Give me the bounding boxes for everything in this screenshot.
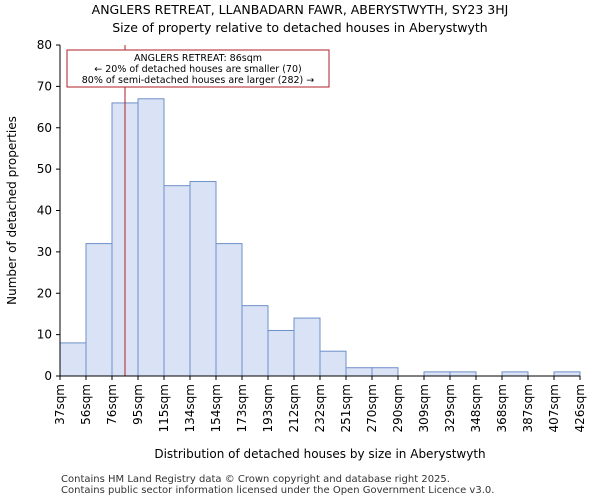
- x-tick-label-387sqm: 387sqm: [521, 384, 535, 432]
- bar-407sqm: [553, 371, 581, 377]
- y-tick-label-20: 20: [37, 286, 52, 300]
- bar-368sqm: [501, 371, 529, 377]
- x-tick-label-407sqm: 407sqm: [547, 384, 561, 432]
- bar-173sqm: [241, 305, 269, 377]
- x-tick-label-56sqm: 56sqm: [79, 384, 93, 425]
- x-tick-label-134sqm: 134sqm: [183, 384, 197, 432]
- x-tick-label-193sqm: 193sqm: [261, 384, 275, 432]
- chart-subtitle: Size of property relative to detached ho…: [112, 20, 488, 35]
- y-tick-label-30: 30: [37, 245, 52, 259]
- axes-layer: 0 10 20 30 40 50 60 70 80 37sqm 56sqm 76sqm 95sqm 115…: [37, 38, 587, 432]
- bar-251sqm: [345, 367, 373, 377]
- footer-line-2: Contains public sector information licen…: [61, 485, 495, 496]
- bar-154sqm: [215, 243, 243, 377]
- x-tick-label-154sqm: 154sqm: [209, 384, 223, 432]
- bar-329sqm: [449, 371, 477, 377]
- bar-212sqm: [293, 317, 321, 377]
- x-tick-label-426sqm: 426sqm: [573, 384, 587, 432]
- x-tick-label-173sqm: 173sqm: [235, 384, 249, 432]
- annotation-line-3: 80% of semi-detached houses are larger (…: [82, 75, 315, 86]
- footer-line-1: Contains HM Land Registry data © Crown c…: [61, 474, 450, 485]
- bar-56sqm: [85, 243, 113, 377]
- x-tick-label-270sqm: 270sqm: [365, 384, 379, 432]
- x-tick-label-290sqm: 290sqm: [391, 384, 405, 432]
- y-tick-label-80: 80: [37, 38, 52, 52]
- bar-115sqm: [163, 185, 191, 377]
- bar-193sqm: [267, 329, 295, 377]
- chart-title: ANGLERS RETREAT, LLANBADARN FAWR, ABERYS…: [91, 2, 509, 17]
- y-axis-label: Number of detached properties: [5, 116, 19, 305]
- y-tick-label-40: 40: [37, 204, 52, 218]
- annotation-line-2: ← 20% of detached houses are smaller (70…: [94, 64, 301, 75]
- x-tick-label-76sqm: 76sqm: [105, 384, 119, 425]
- bar-232sqm: [319, 350, 347, 377]
- x-tick-label-309sqm: 309sqm: [417, 384, 431, 432]
- x-tick-label-212sqm: 212sqm: [287, 384, 301, 432]
- y-tick-label-10: 10: [37, 328, 52, 342]
- x-tick-label-115sqm: 115sqm: [157, 384, 171, 432]
- annotation-box: ANGLERS RETREAT: 86sqm ← 20% of detached…: [66, 49, 330, 88]
- bar-37sqm: [59, 342, 87, 377]
- x-tick-label-368sqm: 368sqm: [495, 384, 509, 432]
- x-tick-label-37sqm: 37sqm: [53, 384, 67, 425]
- x-tick-label-232sqm: 232sqm: [313, 384, 327, 432]
- bars-layer: [59, 98, 581, 377]
- x-tick-label-95sqm: 95sqm: [131, 384, 145, 425]
- y-tick-label-0: 0: [44, 369, 52, 383]
- y-tick-label-60: 60: [37, 121, 52, 135]
- x-tick-label-348sqm: 348sqm: [469, 384, 483, 432]
- annotation-line-1: ANGLERS RETREAT: 86sqm: [134, 53, 262, 64]
- bar-270sqm: [371, 367, 399, 377]
- bar-309sqm: [423, 371, 451, 377]
- y-tick-label-70: 70: [37, 79, 52, 93]
- x-axis-label: Distribution of detached houses by size …: [154, 447, 485, 461]
- bar-95sqm: [137, 98, 165, 377]
- y-tick-label-50: 50: [37, 162, 52, 176]
- x-tick-label-329sqm: 329sqm: [443, 384, 457, 432]
- bar-134sqm: [189, 181, 217, 377]
- x-tick-label-251sqm: 251sqm: [339, 384, 353, 432]
